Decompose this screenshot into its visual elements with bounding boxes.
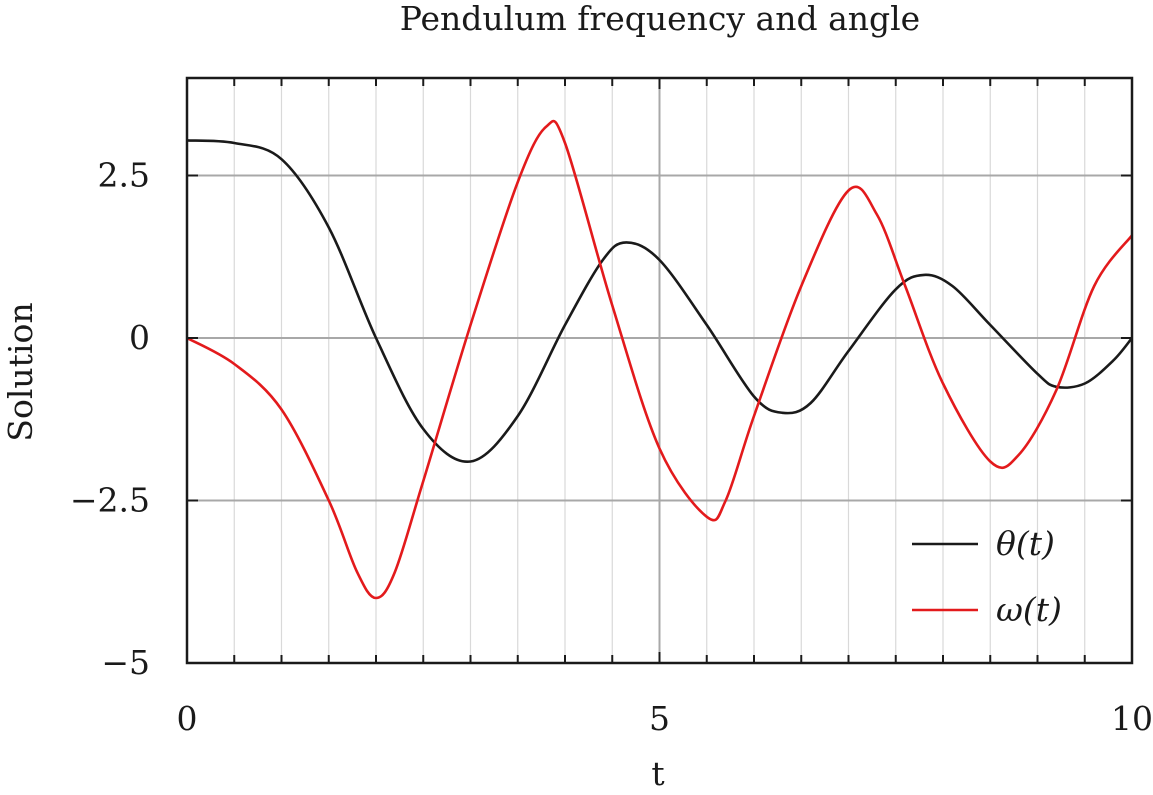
y-axis-label: Solution [1, 302, 40, 441]
legend-label: θ(t) [996, 524, 1055, 563]
series-line-theta [186, 139, 1134, 463]
y-tick-label: −2.5 [70, 481, 150, 520]
y-tick-label: 2.5 [98, 156, 150, 195]
chart-title: Pendulum frequency and angle [400, 0, 920, 38]
x-tick-label: 0 [177, 699, 198, 738]
x-tick-label: 10 [1111, 699, 1153, 738]
x-axis-label: t [651, 754, 664, 793]
y-tick-label: 0 [129, 318, 150, 357]
y-tick-label: −5 [101, 643, 150, 682]
x-tick-label: 5 [649, 699, 670, 738]
series-line-omega [186, 119, 1134, 600]
legend-label: ω(t) [996, 590, 1062, 629]
